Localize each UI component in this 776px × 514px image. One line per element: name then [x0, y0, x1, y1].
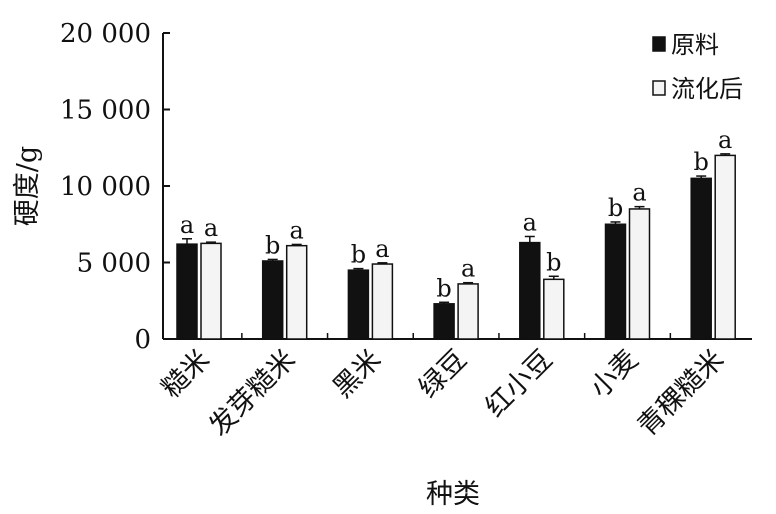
legend-label: 原料 [671, 31, 719, 59]
x-tick-label: 红小豆 [480, 344, 559, 423]
x-tick-label: 发芽糙米 [203, 344, 301, 442]
significance-label: a [718, 126, 732, 154]
y-tick-label: 0 [134, 325, 151, 355]
bar-fluidized [371, 263, 394, 340]
bar-raw [433, 303, 455, 340]
bar-raw [347, 269, 370, 340]
bar-raw [519, 241, 541, 340]
y-tick-label: 5 000 [77, 249, 151, 279]
significance-label: a [632, 179, 646, 207]
y-tick-label: 20 000 [60, 19, 151, 49]
x-tick-label: 黑米 [327, 344, 387, 404]
legend-swatch [652, 36, 666, 52]
bar-raw [690, 177, 712, 340]
significance-label: b [546, 248, 561, 276]
significance-label: b [351, 241, 366, 269]
bar-raw [261, 260, 284, 340]
bar-raw [176, 243, 198, 340]
significance-label: a [375, 235, 389, 263]
bar-raw [604, 223, 627, 340]
significance-label: b [608, 194, 623, 222]
bar-fluidized [714, 154, 736, 340]
significance-label: a [290, 216, 304, 244]
axes: 0 5 000 10 000 15 000 20 000 [60, 19, 752, 355]
x-tick-label: 绿豆 [413, 344, 473, 404]
x-tick-label: 糙米 [156, 344, 216, 404]
significance-label: a [204, 214, 218, 242]
bar-fluidized [628, 208, 651, 340]
legend-swatch [652, 80, 666, 96]
significance-label: a [461, 255, 475, 283]
significance-label: a [523, 208, 537, 236]
bar-fluidized [543, 278, 565, 340]
x-tick-label: 青稞糙米 [632, 344, 730, 442]
y-axis-label: 硬度/g [12, 146, 43, 226]
y-tick-label: 10 000 [60, 172, 151, 202]
bar-fluidized [457, 283, 479, 340]
bar-fluidized [200, 242, 222, 340]
significance-label: b [694, 148, 709, 176]
significance-label: b [436, 274, 451, 302]
y-tick-label: 15 000 [60, 96, 151, 126]
bar-fluidized [285, 244, 308, 340]
significance-label: b [265, 231, 280, 259]
x-tick-label: 小麦 [584, 344, 644, 404]
significance-label: a [180, 211, 194, 239]
legend-label: 流化后 [671, 75, 743, 103]
x-axis-label: 种类 [426, 479, 480, 510]
bars [176, 153, 736, 340]
